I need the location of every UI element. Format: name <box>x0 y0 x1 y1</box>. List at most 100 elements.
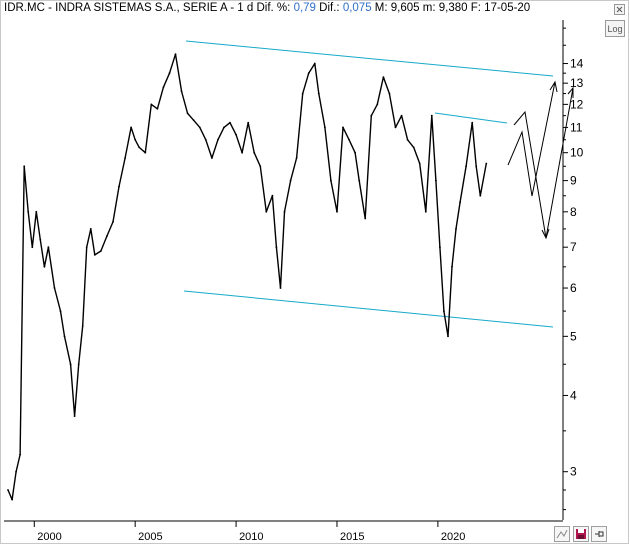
y-tick-label: 7 <box>570 240 577 254</box>
price-point <box>11 498 14 501</box>
price-point <box>235 133 238 136</box>
price-point <box>271 194 274 197</box>
price-point <box>455 228 457 230</box>
price-point <box>27 210 30 213</box>
price-point <box>289 179 292 182</box>
price-point <box>435 179 437 182</box>
price-point <box>162 86 165 89</box>
projection-path-up <box>507 81 556 197</box>
price-point <box>324 126 326 129</box>
price-point <box>465 165 467 168</box>
price-point <box>348 138 350 141</box>
projection-arrowhead-right <box>567 86 574 98</box>
price-point <box>283 210 286 213</box>
price-point <box>118 185 120 188</box>
price-point <box>35 210 38 213</box>
price-point <box>394 126 397 129</box>
dif-pct-value: 0,79 <box>293 2 316 14</box>
close-icon[interactable] <box>614 4 625 15</box>
y-tick-label: 5 <box>570 329 577 343</box>
price-point <box>150 103 153 106</box>
dif-label: Dif.: <box>319 2 340 14</box>
x-tick-label: 2010 <box>239 531 263 543</box>
price-point <box>180 90 183 93</box>
price-point <box>479 194 482 197</box>
date-label: F: <box>470 2 481 14</box>
y-tick-label: 9 <box>570 174 577 188</box>
header-separator: - <box>48 2 56 14</box>
price-point <box>424 210 427 213</box>
price-point <box>358 179 361 182</box>
y-tick-label: 6 <box>570 281 577 295</box>
price-point <box>412 146 415 149</box>
price-point <box>85 246 88 249</box>
save-icon[interactable] <box>573 526 589 542</box>
log-scale-button[interactable]: Log <box>605 20 625 37</box>
max-value: 9,605 <box>390 2 420 14</box>
price-point <box>241 151 244 154</box>
price-point <box>174 53 177 56</box>
price-point <box>192 119 195 122</box>
price-point <box>370 114 373 117</box>
price-point <box>15 470 17 473</box>
price-line <box>7 53 487 501</box>
price-point <box>443 310 445 312</box>
price-point <box>382 76 385 78</box>
price-point <box>295 157 298 159</box>
channel-upper-line <box>185 40 554 77</box>
price-point <box>406 138 409 141</box>
price-point <box>73 415 76 417</box>
price-point <box>447 335 449 338</box>
price-point <box>69 363 72 366</box>
x-tick-label: 2000 <box>37 531 61 543</box>
price-point <box>400 114 403 117</box>
y-tick-label: 8 <box>570 205 577 219</box>
price-point <box>106 235 108 238</box>
price-point <box>471 121 474 124</box>
price-point <box>19 453 21 456</box>
y-tick-label: 4 <box>570 388 577 402</box>
draw-icon-glyph <box>556 529 568 539</box>
price-point <box>418 162 421 165</box>
price-point <box>186 112 189 115</box>
projection-path-down <box>513 87 574 239</box>
chart-header: IDR.MC - INDRA SISTEMAS S.A., SERIE A - … <box>4 2 530 16</box>
price-point <box>53 287 56 289</box>
price-point <box>354 151 356 154</box>
price-point <box>475 165 478 168</box>
header-separator: - <box>230 2 238 14</box>
price-point <box>43 265 46 268</box>
trend-channel <box>183 40 554 328</box>
y-tick-label: 10 <box>570 146 584 160</box>
x-tick-label: 2005 <box>138 531 162 543</box>
y-tick-label: 3 <box>570 465 577 479</box>
min-value: 9,380 <box>438 2 468 14</box>
draw-icon[interactable] <box>554 526 570 542</box>
price-point <box>459 201 461 204</box>
price-point <box>100 250 102 252</box>
save-icon-glyph <box>576 529 586 539</box>
price-point <box>198 126 201 129</box>
price-point <box>307 72 310 75</box>
projection-arrowhead-down <box>541 228 550 240</box>
price-point <box>23 165 26 168</box>
price-point <box>63 335 66 338</box>
price-point <box>93 254 96 256</box>
y-tick-label: 11 <box>570 120 583 134</box>
x-axis-ticks: 2000 2005 2010 2015 2020 <box>33 521 465 543</box>
price-point <box>89 228 92 230</box>
price-point <box>275 246 278 249</box>
pin-icon[interactable] <box>591 526 607 542</box>
date-value: 17-05-20 <box>484 2 531 14</box>
price-point <box>138 146 141 149</box>
price-point <box>223 126 225 129</box>
price-series <box>7 53 488 501</box>
y-tick-label: 12 <box>570 97 584 111</box>
projection-arrows <box>507 80 574 240</box>
price-point <box>364 217 367 220</box>
min-label: m: <box>422 2 436 14</box>
price-point <box>124 157 126 159</box>
price-point <box>247 121 250 124</box>
